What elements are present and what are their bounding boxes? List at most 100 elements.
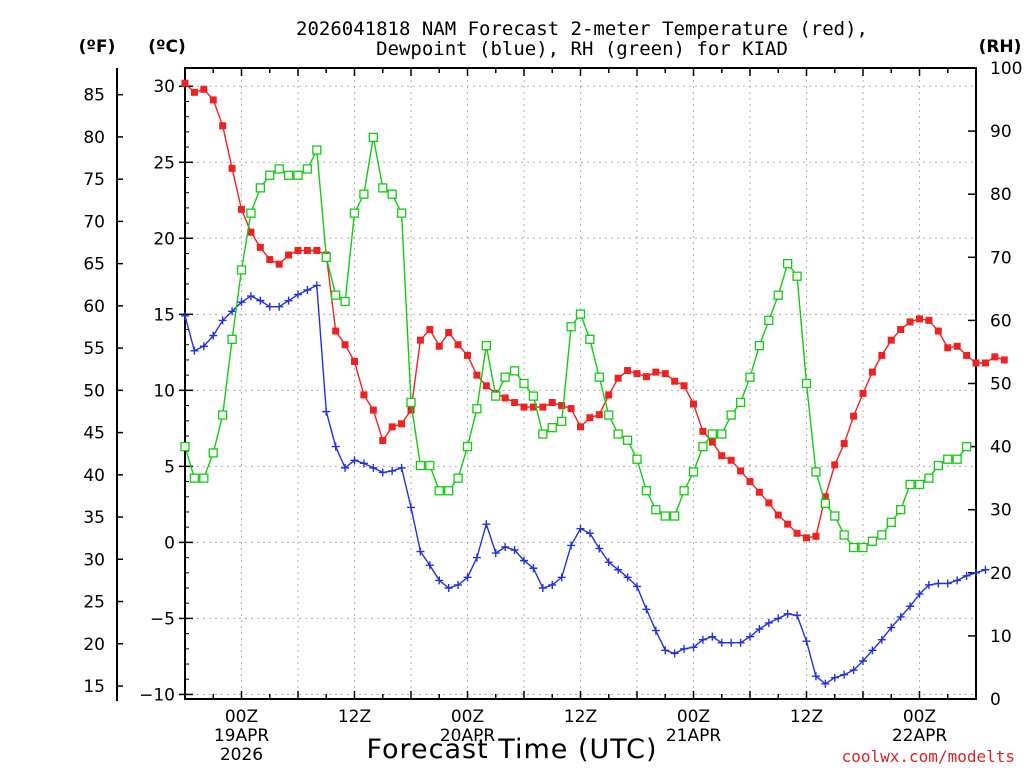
point-dewpoint (491, 549, 500, 558)
celsius-tick-label: 10 (153, 381, 175, 401)
point-2-meter-temperature (520, 403, 528, 411)
point-rh (933, 460, 943, 471)
point-2-meter-temperature (718, 452, 726, 460)
point-dewpoint (802, 637, 811, 646)
point-dewpoint (585, 529, 594, 538)
point-rh (735, 397, 746, 408)
x-tick-label: 12Z (564, 707, 597, 727)
point-2-meter-temperature (897, 326, 905, 334)
grid-lines (185, 68, 976, 699)
point-rh (632, 454, 642, 464)
point-dewpoint (322, 407, 331, 416)
point-rh (914, 479, 925, 490)
celsius-tick-label: −5 (150, 609, 175, 629)
point-dewpoint (181, 311, 189, 320)
point-dewpoint (378, 468, 387, 477)
point-rh (924, 473, 934, 483)
point-2-meter-temperature (351, 357, 358, 365)
point-2-meter-temperature (511, 399, 519, 407)
data-series (180, 79, 1008, 688)
celsius-tick-label: −10 (139, 685, 175, 705)
point-rh (660, 511, 670, 521)
point-dewpoint (633, 582, 641, 591)
point-dewpoint (680, 644, 689, 653)
point-rh (368, 132, 378, 143)
point-dewpoint (284, 296, 293, 305)
point-rh (462, 441, 473, 452)
point-2-meter-temperature (275, 260, 283, 268)
point-2-meter-temperature (784, 520, 792, 528)
point-dewpoint (670, 649, 679, 658)
point-dewpoint (510, 545, 519, 554)
point-rh (509, 366, 520, 376)
fahrenheit-tick-label: 20 (83, 635, 105, 655)
point-dewpoint (830, 673, 839, 682)
point-rh (500, 372, 510, 382)
point-rh (557, 416, 567, 427)
point-2-meter-temperature (473, 371, 481, 379)
point-2-meter-temperature (633, 370, 641, 378)
point-dewpoint (209, 331, 218, 340)
point-2-meter-temperature (529, 403, 537, 411)
point-2-meter-temperature (765, 499, 773, 507)
point-rh (340, 296, 350, 307)
fahrenheit-tick-label: 80 (83, 128, 105, 148)
point-rh (312, 145, 322, 155)
fahrenheit-tick-label: 15 (83, 677, 105, 697)
point-2-meter-temperature (605, 391, 613, 399)
point-rh (387, 189, 397, 199)
point-rh (236, 265, 247, 275)
point-2-meter-temperature (200, 85, 208, 93)
point-rh (227, 334, 237, 344)
point-rh (434, 486, 444, 496)
rh-tick-label: 90 (990, 122, 1012, 142)
point-dewpoint (981, 565, 990, 574)
rh-tick-label: 30 (990, 501, 1012, 521)
point-2-meter-temperature (567, 405, 575, 413)
point-dewpoint (294, 290, 302, 299)
point-2-meter-temperature (708, 438, 716, 446)
point-rh (848, 542, 859, 553)
point-2-meter-temperature (661, 370, 669, 378)
point-2-meter-temperature (426, 326, 434, 334)
fahrenheit-tick-label: 30 (83, 550, 105, 570)
point-dewpoint (350, 456, 359, 465)
point-dewpoint (896, 612, 905, 621)
point-dewpoint (228, 307, 237, 316)
point-rh (302, 164, 313, 174)
point-2-meter-temperature (190, 88, 198, 96)
point-dewpoint (520, 556, 528, 565)
point-dewpoint (717, 638, 726, 647)
point-rh (481, 340, 491, 351)
point-rh (331, 290, 341, 300)
fahrenheit-tick-label: 25 (83, 593, 105, 613)
point-2-meter-temperature (812, 532, 820, 540)
point-dewpoint (548, 580, 557, 589)
point-2-meter-temperature (840, 440, 848, 448)
point-rh (670, 511, 680, 521)
point-dewpoint (614, 565, 623, 574)
point-dewpoint (934, 579, 943, 588)
point-dewpoint (463, 573, 472, 582)
point-2-meter-temperature (699, 427, 707, 435)
point-2-meter-temperature (916, 315, 923, 323)
point-2-meter-temperature (379, 437, 387, 445)
celsius-tick-label: 25 (153, 153, 175, 173)
point-dewpoint (821, 679, 830, 688)
point-2-meter-temperature (793, 529, 801, 537)
point-2-meter-temperature (416, 336, 424, 344)
point-dewpoint (661, 646, 670, 655)
series-rh (180, 132, 972, 553)
point-2-meter-temperature (407, 406, 415, 414)
point-2-meter-temperature (558, 402, 566, 410)
rh-tick-label: 0 (990, 690, 1001, 710)
point-dewpoint (840, 670, 849, 679)
point-2-meter-temperature (671, 377, 679, 385)
point-rh (754, 340, 765, 351)
x-tick-date: 22APR (892, 726, 948, 746)
point-2-meter-temperature (859, 389, 867, 397)
point-2-meter-temperature (624, 367, 632, 375)
celsius-tick-label: 30 (153, 77, 175, 97)
point-rh (594, 372, 604, 382)
